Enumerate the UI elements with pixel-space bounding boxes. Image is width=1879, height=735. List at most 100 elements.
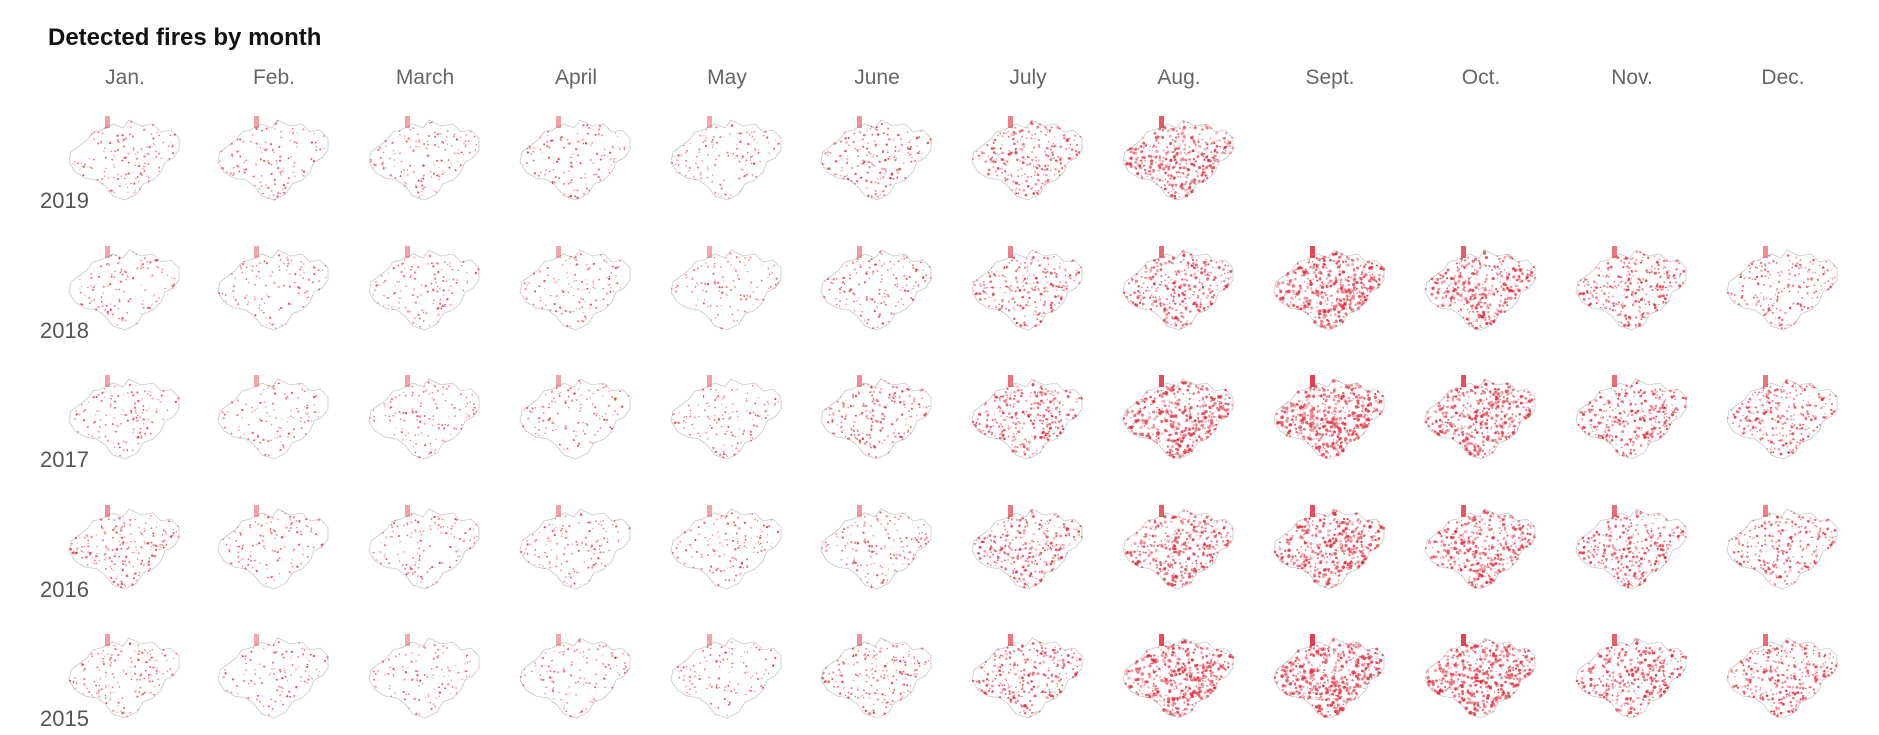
fire-dot <box>111 313 115 316</box>
northern-fire-cluster <box>405 375 410 387</box>
fire-dot <box>1025 137 1028 140</box>
fire-dot <box>1192 140 1196 144</box>
fire-dot <box>683 416 686 418</box>
fire-dot <box>1675 259 1679 263</box>
fire-dot <box>1138 164 1142 168</box>
fire-dot <box>1353 278 1355 280</box>
fire-dot <box>1463 259 1467 262</box>
fire-dot <box>1324 300 1327 303</box>
fire-dot <box>1662 267 1665 270</box>
fire-dot <box>1204 141 1207 144</box>
fire-dot <box>124 320 126 322</box>
fire-dot <box>1675 281 1678 284</box>
fire-dot <box>1213 150 1216 153</box>
fire-dot <box>1173 149 1176 152</box>
fire-dot <box>846 264 848 267</box>
fire-dot <box>566 324 569 327</box>
fire-dot <box>399 152 401 155</box>
fire-dot <box>122 440 125 443</box>
fire-dot <box>146 392 149 395</box>
fire-dot <box>136 391 139 394</box>
fire-dot <box>712 174 714 176</box>
fire-dot <box>226 410 229 413</box>
fire-dot <box>1643 299 1646 301</box>
fire-dot <box>1152 170 1155 174</box>
fire-dot <box>829 407 832 410</box>
fire-dot <box>79 291 82 294</box>
fire-dot <box>1015 280 1019 284</box>
region-outline <box>820 249 932 331</box>
fire-dot <box>265 149 268 152</box>
fire-dot <box>555 387 558 390</box>
fire-dot <box>739 260 741 263</box>
fire-dot <box>1198 133 1201 136</box>
fire-dot <box>1161 136 1164 140</box>
fire-dot <box>1172 281 1176 285</box>
fire-dot <box>585 263 588 266</box>
fire-dot <box>460 136 462 138</box>
fire-dot <box>414 277 417 280</box>
fire-dot <box>1144 157 1146 160</box>
fire-dot <box>547 274 549 277</box>
fire-dot <box>103 388 106 390</box>
fire-dot <box>1036 173 1040 177</box>
fire-dot <box>1647 256 1650 260</box>
fire-dot <box>313 411 315 413</box>
fire-dot <box>134 406 137 409</box>
fire-dot <box>1033 288 1037 292</box>
fire-dot <box>1202 168 1205 171</box>
fire-dot <box>1673 277 1676 280</box>
fire-dot <box>464 140 467 143</box>
fire-dot <box>1192 163 1196 167</box>
fire-dot <box>1459 272 1462 274</box>
fire-dot <box>1506 303 1509 306</box>
fire-dot <box>587 268 590 271</box>
fire-dot <box>1339 299 1343 302</box>
fire-dot <box>1493 315 1496 318</box>
fire-dot <box>1002 132 1005 135</box>
fire-dot <box>722 276 724 278</box>
fire-dot <box>1612 302 1615 305</box>
fire-dot <box>1493 265 1496 268</box>
fire-dot <box>1013 150 1017 154</box>
amazon-region-map <box>670 375 782 460</box>
fire-dot <box>696 155 698 158</box>
fire-dot <box>276 191 280 195</box>
fire-dot <box>1010 173 1012 176</box>
fire-dot <box>1756 266 1759 269</box>
fire-dot <box>1483 251 1487 256</box>
fire-dot <box>1588 297 1590 300</box>
fire-dot <box>1500 311 1502 314</box>
fire-dot <box>148 407 150 409</box>
fire-dot <box>1515 278 1519 282</box>
fire-dot <box>882 190 885 193</box>
fire-dot <box>1449 304 1453 307</box>
fire-dot <box>606 304 609 306</box>
fire-dot <box>1172 155 1176 158</box>
fire-dot <box>1638 309 1641 313</box>
fire-dot <box>1209 126 1213 130</box>
fire-dot <box>1164 165 1168 169</box>
fire-dot <box>113 446 116 448</box>
amazon-region-map <box>1122 246 1234 331</box>
fire-dot <box>1453 287 1457 292</box>
fire-dot <box>1467 277 1471 280</box>
fire-dot <box>567 142 570 145</box>
fire-dot <box>406 310 410 313</box>
fire-dot <box>526 407 528 409</box>
fire-dot <box>1156 177 1159 180</box>
fire-dot <box>1001 135 1004 138</box>
fire-dot <box>1077 281 1081 285</box>
fire-dot <box>279 259 282 262</box>
fire-dot <box>89 302 91 304</box>
fire-dot <box>872 397 875 400</box>
fire-dot <box>1623 257 1626 260</box>
fire-dot <box>530 153 533 156</box>
fire-dot <box>223 426 226 429</box>
fire-dot <box>1804 267 1807 269</box>
fire-dot <box>718 154 720 157</box>
fire-dot <box>302 262 305 266</box>
fire-dot <box>994 160 997 164</box>
fire-dot <box>1630 293 1633 296</box>
fire-dot <box>251 269 254 272</box>
